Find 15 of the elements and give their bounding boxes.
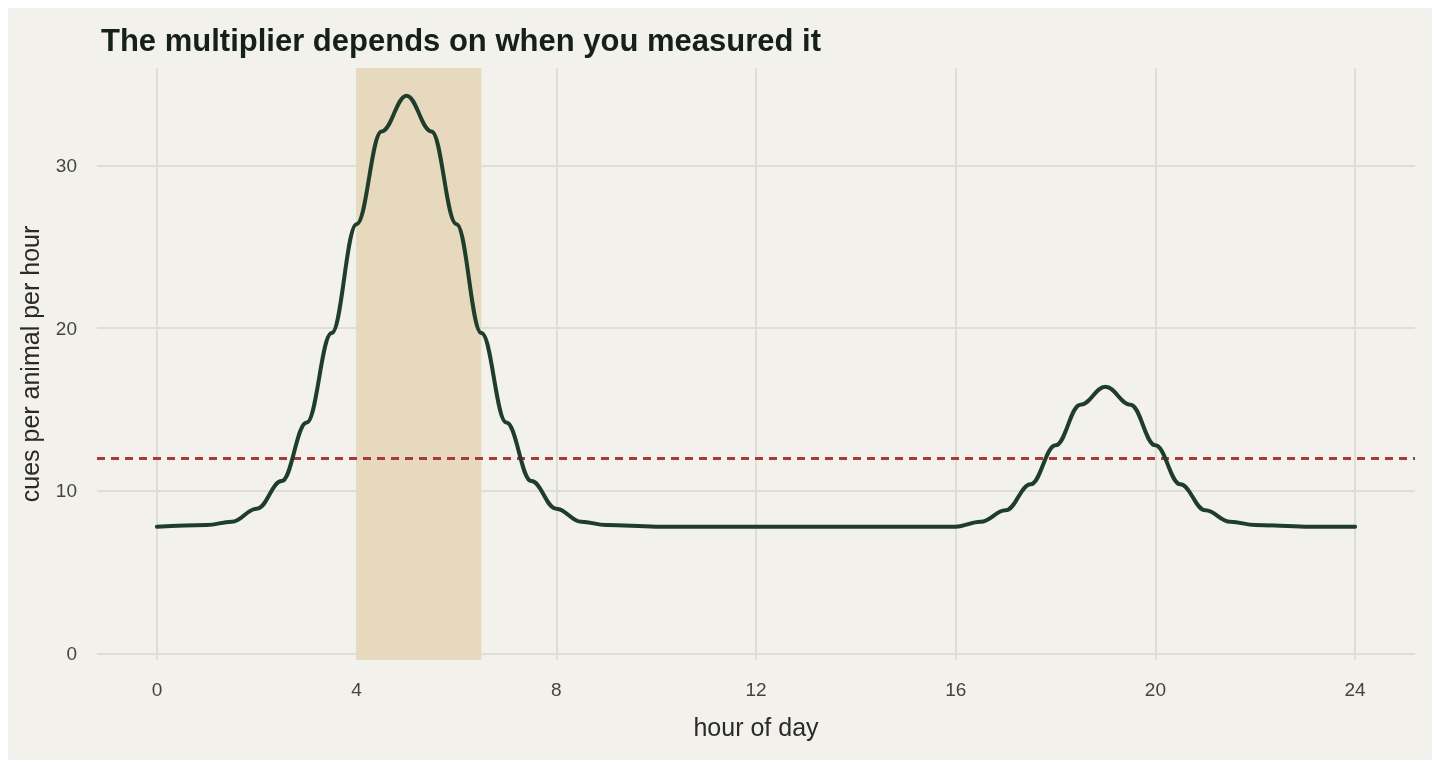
line-series <box>154 93 1358 529</box>
x-tick-label: 4 <box>351 679 363 700</box>
y-tick-label: 30 <box>55 155 77 177</box>
x-tick-label: 16 <box>945 679 967 700</box>
x-tick-label: 24 <box>1344 679 1367 700</box>
x-tick-label: 8 <box>551 679 562 700</box>
y-axis-title: cues per animal per hour <box>15 225 44 503</box>
x-tick-label: 0 <box>151 679 163 700</box>
x-tick-label: 12 <box>745 679 767 700</box>
x-axis-title: hour of day <box>693 712 820 741</box>
chart-title: The multiplier depends on when you measured it <box>101 23 821 58</box>
y-tick-label: 20 <box>55 317 77 339</box>
y-tick-label: 10 <box>55 480 77 502</box>
y-tick-label: 0 <box>66 642 77 664</box>
x-tick-label: 20 <box>1144 679 1166 700</box>
